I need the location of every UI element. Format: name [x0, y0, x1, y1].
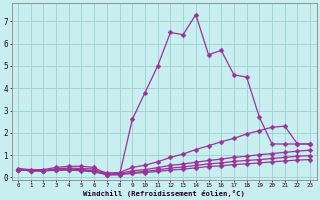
X-axis label: Windchill (Refroidissement éolien,°C): Windchill (Refroidissement éolien,°C): [83, 190, 245, 197]
